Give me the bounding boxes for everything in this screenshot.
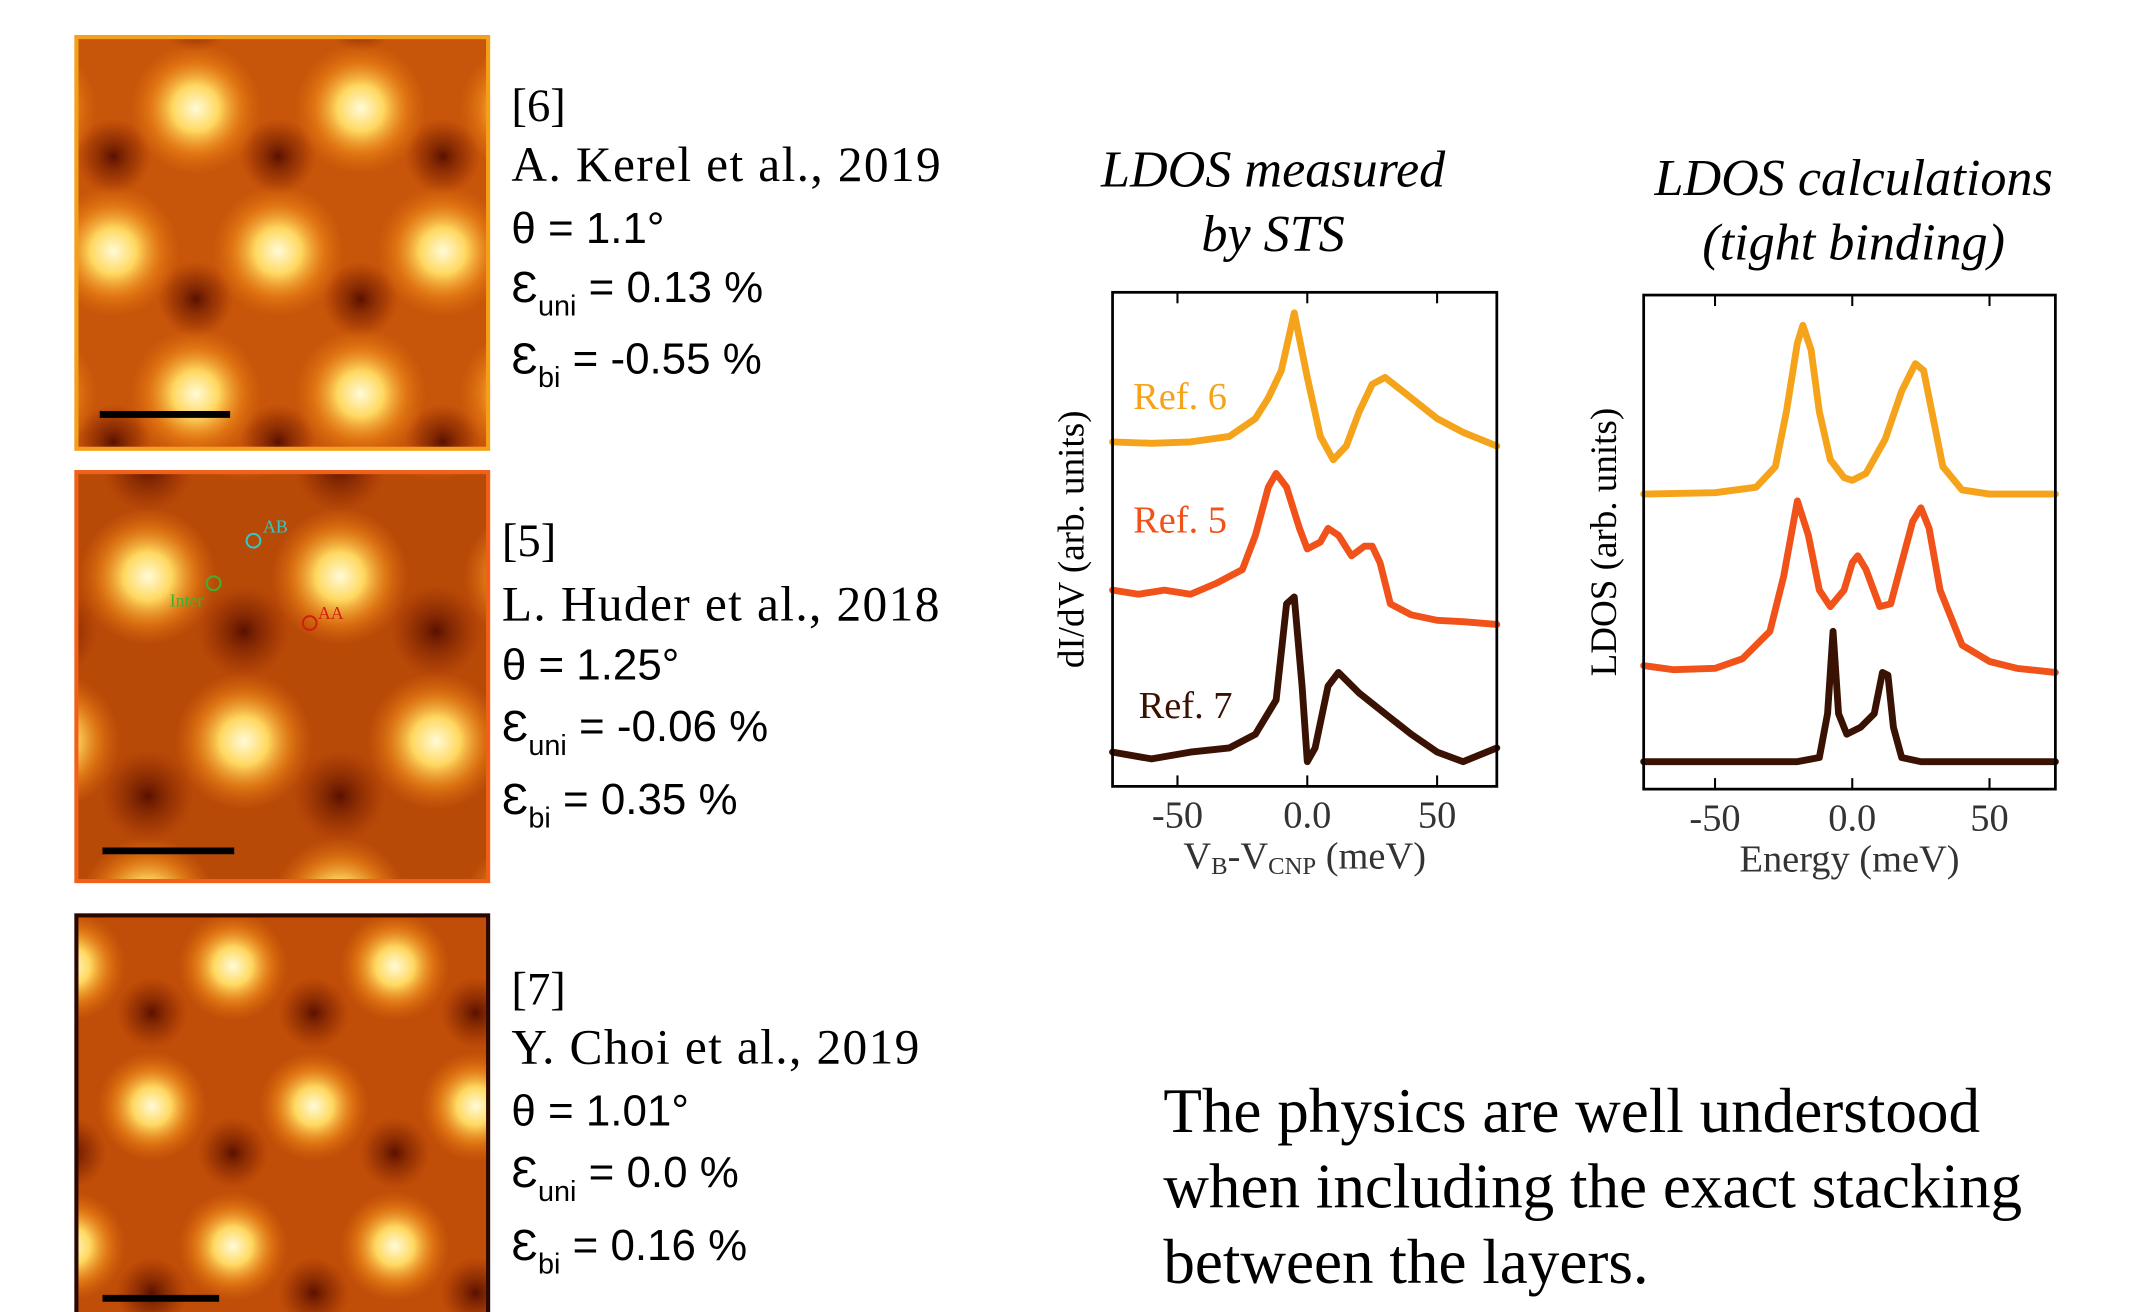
x-axis-label-part: Energy (meV) bbox=[1739, 838, 1959, 880]
strain: Ɛuni = -0.06 % bbox=[502, 702, 768, 762]
x-axis-label-part: V bbox=[1183, 836, 1211, 878]
chart-title: (tight binding) bbox=[1702, 214, 2005, 271]
x-tick-label: 50 bbox=[1970, 797, 2008, 839]
series-line bbox=[1109, 309, 1501, 464]
reference: [6] bbox=[511, 80, 565, 132]
marker-label: AB bbox=[263, 516, 288, 536]
series-line bbox=[1109, 470, 1501, 628]
strain: Ɛbi = -0.55 % bbox=[511, 334, 761, 394]
strain-value: = 0.13 % bbox=[576, 263, 763, 312]
twist-angle: θ = 1.25° bbox=[502, 640, 679, 689]
strain-symbol: Ɛ bbox=[511, 1148, 538, 1197]
strain-subscript: uni bbox=[538, 1176, 576, 1208]
strain: Ɛbi = 0.35 % bbox=[502, 775, 738, 835]
strain-value: = -0.55 % bbox=[560, 334, 761, 383]
authors: A. Kerel et al., 2019 bbox=[511, 137, 942, 192]
series-line bbox=[1640, 497, 2059, 676]
y-axis-label: LDOS (arb. units) bbox=[1584, 408, 1625, 677]
series-line bbox=[1640, 627, 2059, 766]
x-axis-label-part: B bbox=[1211, 853, 1227, 880]
marker bbox=[301, 615, 318, 631]
twist-angle: θ = 1.01° bbox=[511, 1086, 688, 1135]
strain-symbol: Ɛ bbox=[511, 1221, 538, 1270]
strain: Ɛbi = 0.16 % bbox=[511, 1221, 747, 1281]
authors: Y. Choi et al., 2019 bbox=[511, 1020, 920, 1075]
series-line bbox=[1640, 321, 2059, 498]
marker bbox=[205, 575, 222, 592]
plot-frame bbox=[1642, 293, 2057, 791]
conclusion-line: between the layers. bbox=[1163, 1227, 1648, 1297]
marker-label: AA bbox=[318, 603, 344, 623]
strain-subscript: bi bbox=[538, 362, 560, 394]
reference: [5] bbox=[502, 515, 556, 567]
strain-value: = -0.06 % bbox=[567, 702, 768, 751]
y-axis-label: dI/dV (arb. units) bbox=[1052, 411, 1093, 669]
x-tick-label: 50 bbox=[1418, 795, 1456, 837]
strain-subscript: uni bbox=[528, 730, 566, 762]
series-label: Ref. 5 bbox=[1133, 499, 1227, 541]
twist-angle: θ = 1.1° bbox=[511, 204, 664, 253]
conclusion-line: when including the exact stacking bbox=[1163, 1152, 2022, 1222]
strain-symbol: Ɛ bbox=[511, 263, 538, 312]
authors: L. Huder et al., 2018 bbox=[502, 576, 941, 631]
strain-subscript: bi bbox=[538, 1249, 560, 1281]
strain-symbol: Ɛ bbox=[511, 334, 538, 383]
x-axis-label: Energy (meV) bbox=[1739, 838, 1959, 880]
x-tick-label: -50 bbox=[1689, 797, 1740, 839]
strain-value: = 0.35 % bbox=[551, 775, 738, 824]
marker bbox=[245, 532, 262, 549]
strain: Ɛuni = 0.0 % bbox=[511, 1148, 738, 1208]
x-tick-label: 0.0 bbox=[1828, 797, 1876, 839]
x-tick-label: 0.0 bbox=[1283, 795, 1331, 837]
strain-subscript: bi bbox=[528, 803, 550, 835]
stm-image bbox=[74, 34, 491, 451]
x-tick-label: -50 bbox=[1152, 795, 1203, 837]
strain-value: = 0.16 % bbox=[560, 1221, 747, 1270]
x-axis-label: VB-VCNP (meV) bbox=[1183, 836, 1426, 880]
chart-title: by STS bbox=[1201, 206, 1344, 263]
stm-image bbox=[74, 913, 491, 1312]
chart-title: LDOS calculations bbox=[1653, 150, 2052, 207]
marker-label: Inter bbox=[170, 591, 204, 611]
strain: Ɛuni = 0.13 % bbox=[511, 263, 763, 323]
x-axis-label-part: CNP bbox=[1268, 853, 1316, 880]
series-line bbox=[1109, 593, 1501, 766]
strain-symbol: Ɛ bbox=[502, 775, 529, 824]
plot-frame bbox=[1111, 290, 1499, 788]
strain-value: = 0.0 % bbox=[576, 1148, 738, 1197]
strain-subscript: uni bbox=[538, 291, 576, 323]
series-label: Ref. 6 bbox=[1133, 376, 1227, 418]
conclusion-line: The physics are well understood bbox=[1163, 1076, 1980, 1146]
x-axis-label-part: -V bbox=[1228, 836, 1269, 878]
reference: [7] bbox=[511, 964, 565, 1016]
x-axis-label-part: (meV) bbox=[1316, 836, 1426, 878]
series-label: Ref. 7 bbox=[1139, 685, 1233, 727]
chart-title: LDOS measured bbox=[1100, 142, 1446, 199]
strain-symbol: Ɛ bbox=[502, 702, 529, 751]
stm-image bbox=[74, 470, 491, 884]
